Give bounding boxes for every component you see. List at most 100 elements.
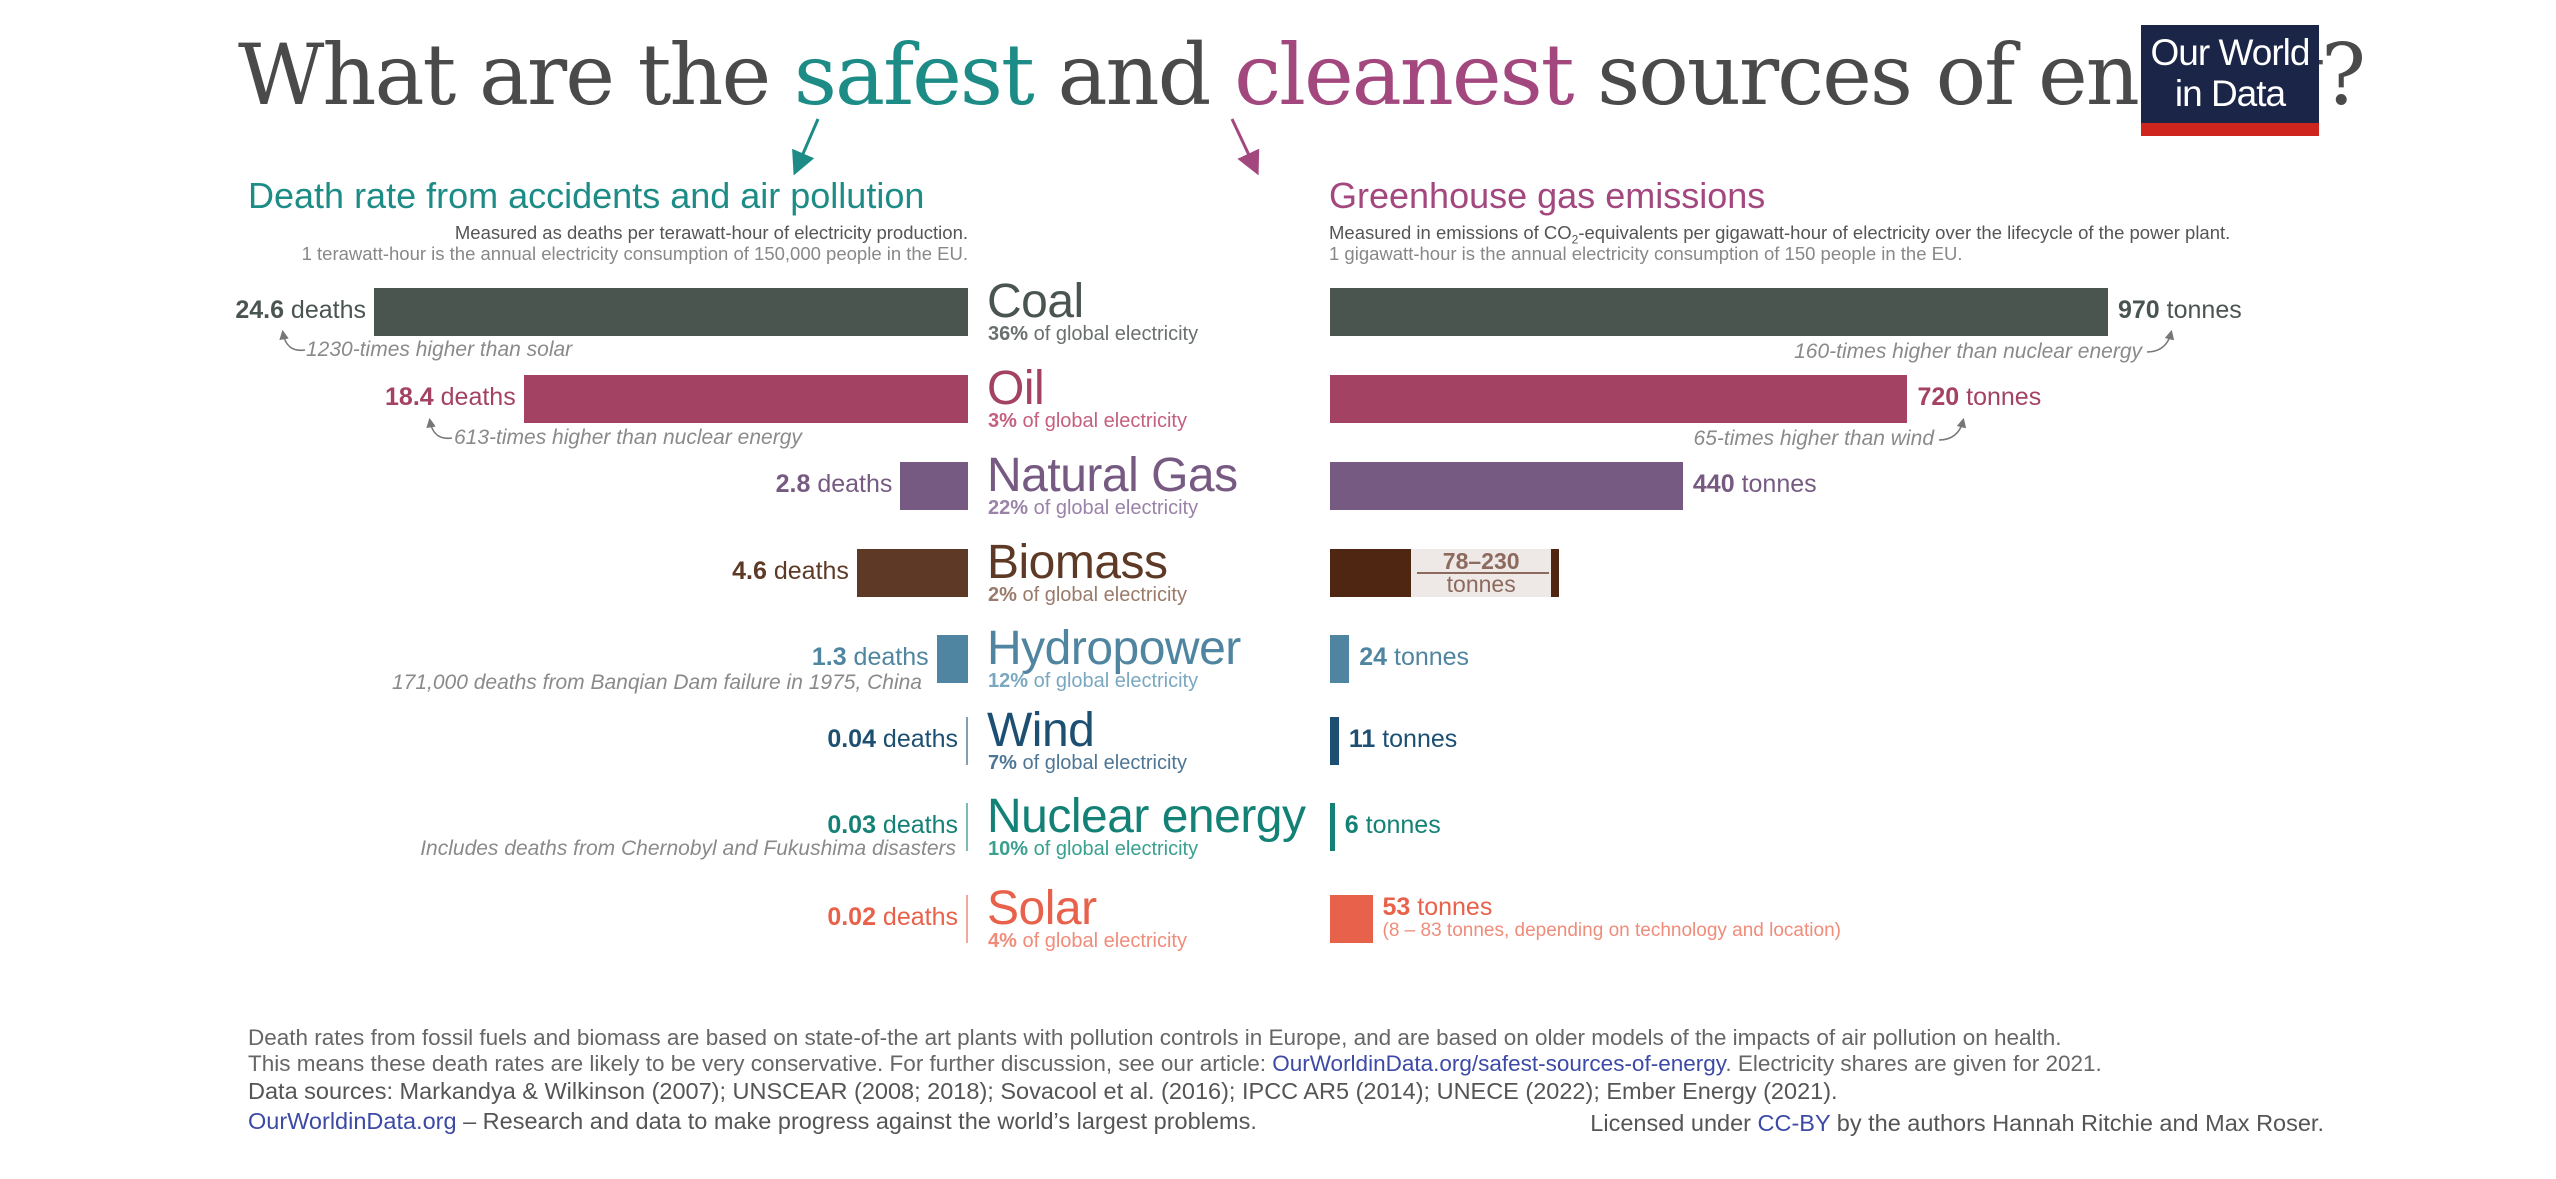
- death-value-hydropower: 1.3 deaths: [812, 643, 929, 671]
- death-value-unit: deaths: [875, 811, 958, 839]
- emissions-value-unit: tonnes: [1358, 811, 1441, 839]
- death-value-unit: deaths: [283, 296, 366, 324]
- footer-note-2-a: This means these death rates are likely …: [248, 1051, 1273, 1076]
- death-value-natural-gas: 2.8 deaths: [776, 470, 893, 498]
- biomass-range-label: 78–230 tonnes: [1411, 550, 1551, 596]
- share-value: 3%: [988, 410, 1017, 432]
- share-value: 7%: [988, 752, 1017, 774]
- license-text: Licensed under CC-BY by the authors Hann…: [1590, 1109, 2324, 1137]
- death-rate-subtitle-1: Measured as deaths per terawatt-hour of …: [454, 222, 968, 243]
- category-label-nuclear-energy: Nuclear energy: [987, 790, 1306, 843]
- death-value-unit: deaths: [433, 383, 516, 411]
- data-sources: Data sources: Markandya & Wilkinson (200…: [248, 1078, 1838, 1104]
- emissions-value-unit: tonnes: [1410, 893, 1493, 921]
- share-value: 12%: [988, 670, 1029, 692]
- oil-emissions-curve-arrow: [1938, 417, 1967, 441]
- footer-tagline: OurWorldinData.org – Research and data t…: [248, 1107, 2102, 1135]
- share-suffix: of global electricity: [1016, 752, 1187, 774]
- owid-logo[interactable]: Our World in Data: [2141, 25, 2319, 136]
- death-value-wind: 0.04 deaths: [827, 725, 958, 753]
- share-value: 2%: [988, 584, 1017, 606]
- emissions-value-number: 11: [1348, 725, 1376, 753]
- death-value-number: 0.04: [827, 725, 876, 753]
- share-label-hydropower: 12% of global electricity: [988, 670, 1198, 692]
- share-suffix: of global electricity: [1028, 323, 1199, 345]
- tagline-text: – Research and data to make progress aga…: [456, 1108, 1257, 1134]
- share-label-wind: 7% of global electricity: [988, 752, 1187, 774]
- death-value-coal: 24.6 deaths: [235, 296, 366, 324]
- death-value-number: 0.02: [827, 903, 876, 931]
- emissions-bar-biomass: [1330, 549, 1411, 597]
- cc-by-link[interactable]: CC-BY: [1757, 1110, 1831, 1136]
- share-suffix: of global electricity: [1016, 930, 1187, 952]
- emissions-value-number: 720: [1917, 383, 1960, 411]
- death-value-unit: deaths: [766, 557, 849, 585]
- title-word-cleanest: cleanest: [1234, 26, 1574, 124]
- emissions-value-unit: tonnes: [1959, 383, 2042, 411]
- emissions-subtitle-1-a: Measured in emissions of CO: [1329, 222, 1572, 243]
- emissions-bar-solar: [1330, 895, 1373, 943]
- death-bar-natural-gas: [900, 462, 968, 510]
- license-suffix: by the authors Hannah Ritchie and Max Ro…: [1830, 1110, 2324, 1136]
- share-label-nuclear-energy: 10% of global electricity: [988, 838, 1198, 860]
- emissions-value-number: 440: [1692, 470, 1735, 498]
- emissions-value-unit: tonnes: [2159, 296, 2242, 324]
- nuclear-death-annotation: Includes deaths from Chernobyl and Fukus…: [420, 837, 956, 860]
- emissions-value-number: 6: [1344, 811, 1359, 839]
- death-bar-biomass: [856, 549, 968, 597]
- solar-range-note: (8 – 83 tonnes, depending on technology …: [1382, 920, 1841, 941]
- emissions-bar-coal: [1330, 288, 2108, 336]
- biomass-range-bracket: [1417, 572, 1550, 574]
- coal-death-annotation-text-pos: 1230-times higher than solar: [306, 338, 573, 361]
- co2-subscript: 2: [1571, 232, 1579, 247]
- emissions-subtitle-1-b: -equivalents per gigawatt-hour of electr…: [1578, 222, 2231, 243]
- category-label-oil: Oil: [987, 362, 1045, 415]
- oil-death-annotation: 613-times higher than nuclear energy: [454, 426, 802, 449]
- death-value-nuclear-energy: 0.03 deaths: [827, 811, 958, 839]
- category-label-wind: Wind: [987, 704, 1095, 757]
- hydro-death-annotation: 171,000 deaths from Banqian Dam failure …: [391, 671, 922, 694]
- category-label-hydropower: Hydropower: [987, 622, 1241, 675]
- share-label-biomass: 2% of global electricity: [988, 584, 1187, 606]
- death-value-number: 2.8: [775, 470, 811, 498]
- logo-line-1: Our World: [2150, 32, 2311, 73]
- death-bar-hydropower: [936, 635, 968, 683]
- footer: Death rates from fossil fuels and biomas…: [248, 1025, 2102, 1135]
- death-bar-oil: [523, 375, 968, 423]
- emissions-subtitle-2: 1 gigawatt-hour is the annual electricit…: [1329, 243, 1963, 264]
- emissions-value-oil: 720 tonnes: [1917, 383, 2041, 411]
- share-value: 36%: [988, 323, 1029, 345]
- death-rate-heading: Death rate from accidents and air pollut…: [248, 175, 925, 216]
- share-label-solar: 4% of global electricity: [988, 930, 1187, 952]
- death-value-biomass: 4.6 deaths: [732, 557, 849, 585]
- article-link[interactable]: OurWorldinData.org/safest-sources-of-ene…: [1272, 1051, 1726, 1076]
- death-value-number: 0.03: [827, 811, 876, 839]
- share-label-natural-gas: 22% of global electricity: [988, 497, 1198, 519]
- share-label-coal: 36% of global electricity: [988, 323, 1198, 345]
- death-bar-nuclear-energy: [966, 803, 968, 851]
- logo-stripe: [2141, 123, 2319, 136]
- emissions-bar-nuclear-energy: [1330, 803, 1335, 851]
- coal-emissions-annotation: 160-times higher than nuclear energy: [1794, 340, 2142, 363]
- category-label-solar: Solar: [987, 882, 1097, 935]
- share-suffix: of global electricity: [1028, 497, 1199, 519]
- oil-death-curve-arrow: [426, 417, 453, 440]
- emissions-value-natural-gas: 440 tonnes: [1693, 470, 1817, 498]
- title-word-safest: safest: [793, 26, 1035, 124]
- share-suffix: of global electricity: [1028, 670, 1199, 692]
- share-value: 22%: [988, 497, 1029, 519]
- footer-note-2: This means these death rates are likely …: [248, 1051, 2102, 1077]
- death-value-number: 4.6: [732, 557, 767, 585]
- footer-note-1: Death rates from fossil fuels and biomas…: [248, 1025, 2062, 1050]
- share-value: 4%: [988, 930, 1017, 952]
- emissions-bar-wind: [1330, 717, 1339, 765]
- death-value-unit: deaths: [875, 903, 958, 931]
- footer-note-2-b: . Electricity shares are given for 2021.: [1725, 1051, 2102, 1076]
- death-value-unit: deaths: [810, 470, 893, 498]
- death-bar-solar: [966, 895, 968, 943]
- emissions-value-nuclear-energy: 6 tonnes: [1345, 811, 1441, 839]
- page-title: What are the safest and cleanest sources…: [238, 20, 2366, 130]
- emissions-value-coal: 970 tonnes: [2118, 296, 2242, 324]
- title-part-1: What are the: [238, 26, 794, 124]
- owid-site-link[interactable]: OurWorldinData.org: [248, 1108, 457, 1134]
